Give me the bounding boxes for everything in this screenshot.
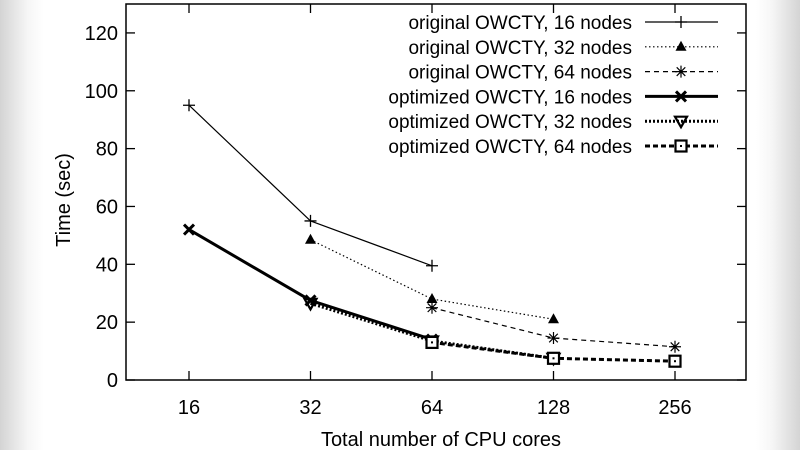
data-point <box>304 214 317 227</box>
axes: 0 20 40 60 80 100 120 16 32 64 128 256 <box>85 3 747 419</box>
legend-label: optimized OWCTY, 16 nodes <box>388 87 632 108</box>
series-2 <box>305 233 559 324</box>
plot-frame <box>125 3 747 381</box>
x-tick-label: 16 <box>178 397 200 419</box>
data-point <box>669 340 681 353</box>
y-axis-title: Time (sec) <box>53 153 75 247</box>
data-point <box>183 99 195 112</box>
legend-label: original OWCTY, 64 nodes <box>408 63 632 84</box>
data-point <box>182 223 196 236</box>
y-tick-label: 40 <box>96 254 118 276</box>
data-point <box>668 354 682 368</box>
legend-marker <box>673 115 689 130</box>
data-point <box>425 335 439 349</box>
data-point <box>426 259 438 272</box>
data-point <box>547 332 560 345</box>
series-3 <box>426 301 681 353</box>
data-point <box>426 293 438 304</box>
data-point <box>426 301 438 314</box>
series-line <box>188 228 433 341</box>
y-tick-label: 20 <box>96 312 118 334</box>
legend-label: original OWCTY, 16 nodes <box>408 13 632 34</box>
series-group <box>182 99 682 368</box>
legend: original OWCTY, 16 nodes original OWCTY, … <box>388 13 718 158</box>
y-tick-label: 60 <box>96 196 118 218</box>
y-tick-label: 0 <box>107 370 118 392</box>
legend-marker <box>675 16 687 28</box>
data-point <box>305 233 316 244</box>
series-line <box>310 239 554 320</box>
x-tick-label: 256 <box>658 397 691 419</box>
series-6 <box>425 335 682 368</box>
legend-label: optimized OWCTY, 64 nodes <box>388 137 632 158</box>
x-tick-label: 128 <box>537 397 570 419</box>
legend-marker <box>675 40 687 51</box>
data-point <box>548 313 559 324</box>
y-tick-label: 80 <box>96 139 118 161</box>
legend-marker <box>675 65 687 78</box>
y-tick-label: 120 <box>85 23 118 45</box>
legend-label: original OWCTY, 32 nodes <box>408 38 632 59</box>
x-tick-label: 32 <box>299 397 321 419</box>
data-point <box>302 297 319 312</box>
legend-marker <box>674 90 688 103</box>
data-point <box>546 351 561 365</box>
legend-marker <box>674 139 688 153</box>
x-tick-label: 64 <box>421 397 443 419</box>
y-tick-label: 100 <box>85 81 118 103</box>
x-axis-title: Total number of CPU cores <box>321 429 561 450</box>
series-1 <box>183 99 438 272</box>
legend-label: optimized OWCTY, 32 nodes <box>388 112 632 133</box>
